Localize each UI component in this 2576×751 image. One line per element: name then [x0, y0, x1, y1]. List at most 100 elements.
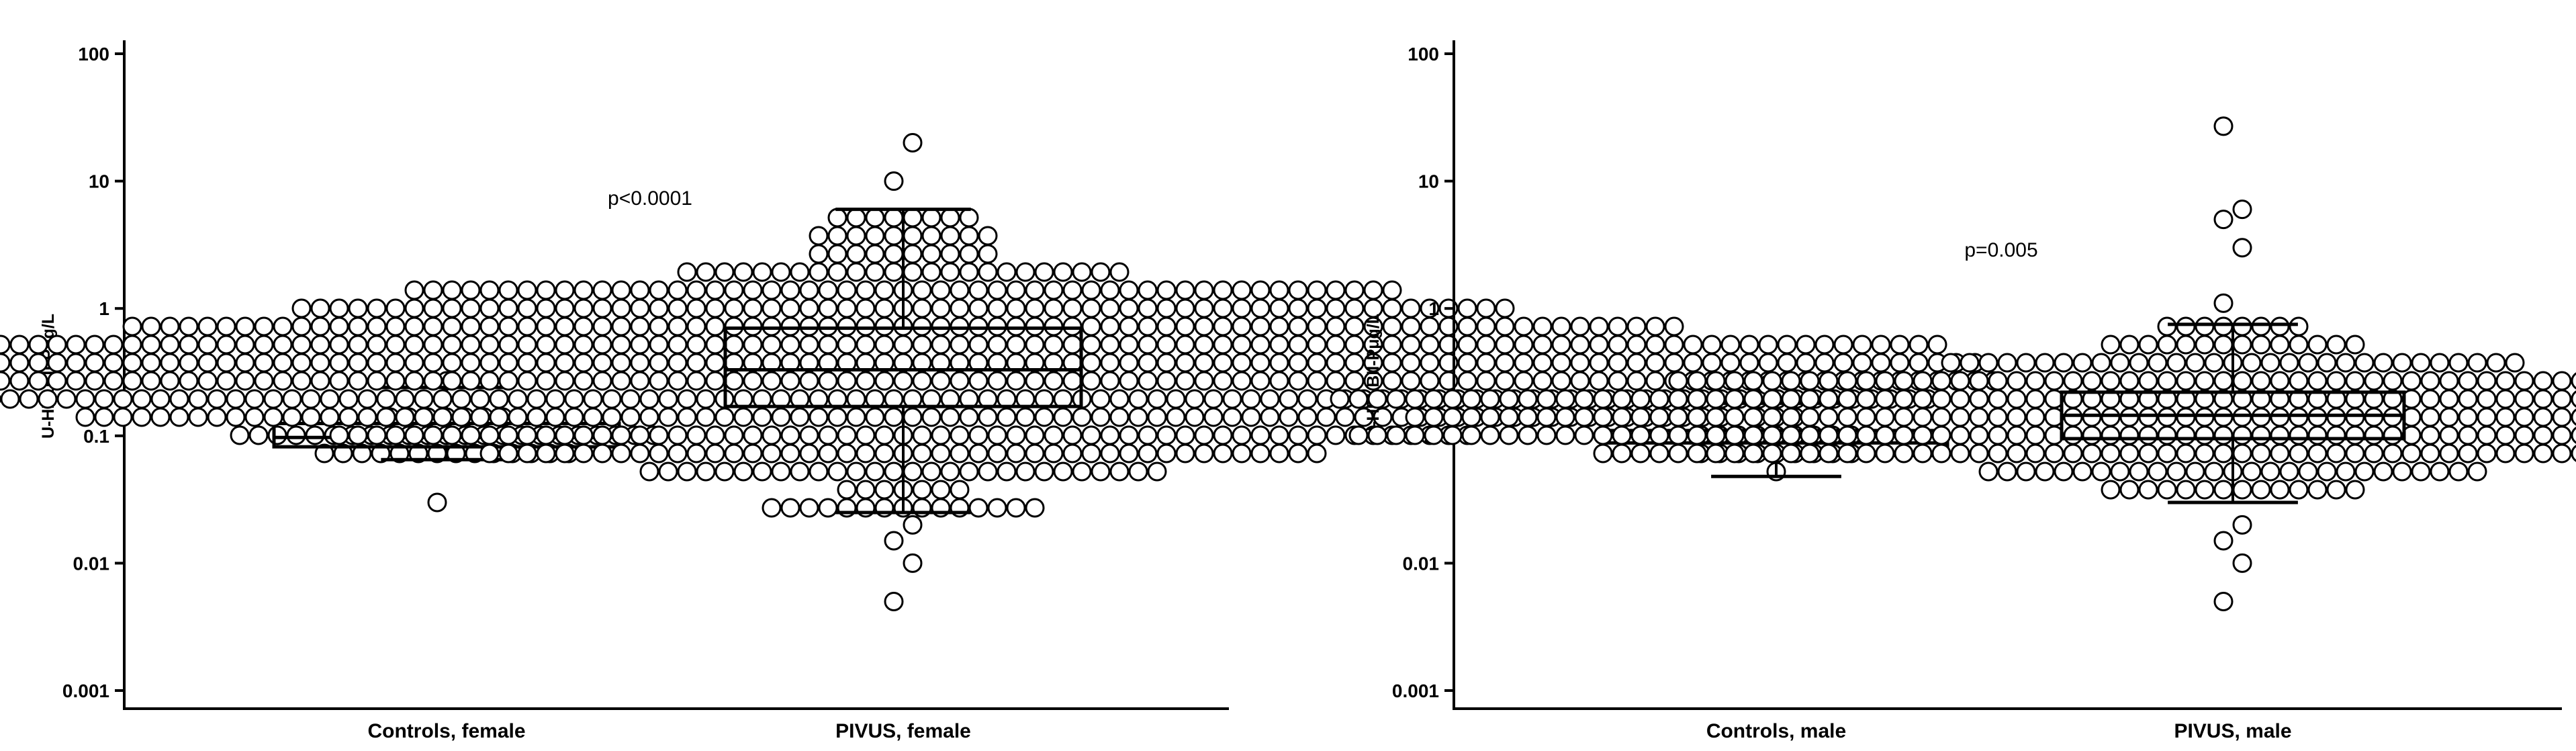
data-point: [75, 407, 95, 427]
data-point: [668, 371, 688, 391]
data-point: [385, 335, 406, 355]
data-point: [2439, 407, 2459, 427]
data-point: [2007, 371, 2027, 391]
data-point: [1781, 389, 1801, 409]
data-point: [1175, 298, 1195, 318]
data-point: [1344, 335, 1365, 355]
data-point: [1536, 425, 1557, 445]
data-point: [1457, 335, 1477, 355]
data-point: [1706, 443, 1726, 463]
data-point: [1382, 371, 1402, 391]
data-point: [1250, 353, 1271, 373]
data-point: [602, 407, 622, 427]
data-point: [2571, 445, 2576, 462]
data-point: [1203, 407, 1224, 427]
data-point: [1593, 425, 1613, 445]
data-point: [1330, 389, 1350, 409]
data-point: [2411, 461, 2431, 482]
data-point: [573, 371, 594, 391]
data-point: [884, 461, 904, 482]
data-point: [2138, 335, 2158, 355]
data-point: [818, 280, 838, 300]
data-point: [968, 335, 988, 355]
data-point: [893, 371, 913, 391]
data-point: [451, 407, 471, 427]
data-point: [263, 407, 283, 427]
data-point: [2157, 425, 2177, 445]
data-point: [649, 316, 669, 337]
y-tick-label: 10: [89, 171, 109, 192]
data-point: [461, 371, 481, 391]
data-point: [837, 480, 857, 500]
data-point: [1781, 443, 1801, 463]
x-category-label: PIVUS, female: [835, 720, 971, 742]
data-point: [1025, 371, 1045, 391]
data-point: [1612, 443, 1632, 463]
data-point: [291, 371, 312, 391]
data-point: [2326, 443, 2346, 463]
data-point: [2458, 407, 2478, 427]
data-point: [461, 298, 481, 318]
data-point: [968, 298, 988, 318]
data-point: [103, 353, 124, 373]
data-point: [1762, 371, 1782, 391]
data-point: [2063, 371, 2083, 391]
data-point: [921, 262, 941, 282]
data-point: [752, 407, 772, 427]
data-point: [1743, 425, 1763, 445]
data-point: [2251, 316, 2271, 337]
data-point: [2477, 389, 2497, 409]
data-point: [0, 371, 11, 391]
data-point: [837, 443, 857, 463]
data-point: [367, 298, 387, 318]
data-point: [2336, 353, 2356, 373]
data-point: [950, 371, 970, 391]
y-tick-label: 0.1: [83, 426, 109, 447]
data-point: [2195, 443, 2215, 463]
data-point: [2514, 389, 2534, 409]
data-point: [1354, 407, 1374, 427]
data-point: [1382, 280, 1402, 300]
data-point: [827, 244, 847, 264]
data-point: [780, 371, 800, 391]
data-point: [2326, 407, 2346, 427]
data-point: [479, 443, 500, 463]
data-point: [2420, 389, 2440, 409]
data-point: [2354, 461, 2375, 482]
data-point: [658, 389, 678, 409]
data-point: [968, 316, 988, 337]
data-point: [1762, 389, 1782, 409]
data-point: [1856, 425, 1876, 445]
data-point: [611, 425, 631, 445]
data-point: [1072, 262, 1092, 282]
data-point: [1800, 389, 1820, 409]
data-point: [1743, 389, 1763, 409]
data-point: [799, 425, 819, 445]
data-point: [705, 353, 725, 373]
data-point: [705, 316, 725, 337]
data-point: [2448, 353, 2469, 373]
data-point: [2148, 353, 2168, 373]
data-point: [2157, 371, 2177, 391]
data-point: [235, 335, 255, 355]
data-point: [893, 335, 913, 355]
data-point: [1514, 335, 1534, 355]
data-point: [2063, 407, 2083, 427]
data-point: [1138, 353, 1158, 373]
data-point: [1044, 425, 1064, 445]
data-point: [2495, 371, 2516, 391]
data-point: [611, 353, 631, 373]
data-point: [1288, 353, 1308, 373]
data-point: [799, 298, 819, 318]
data-point: [1875, 371, 1895, 391]
data-point: [724, 443, 744, 463]
data-point: [376, 389, 396, 409]
data-point: [1307, 316, 1327, 337]
data-point: [1724, 407, 1745, 427]
data-point: [2420, 425, 2440, 445]
data-point: [1109, 262, 1130, 282]
data-point: [1119, 353, 1139, 373]
data-point: [1081, 371, 1101, 391]
data-point: [1480, 389, 1500, 409]
